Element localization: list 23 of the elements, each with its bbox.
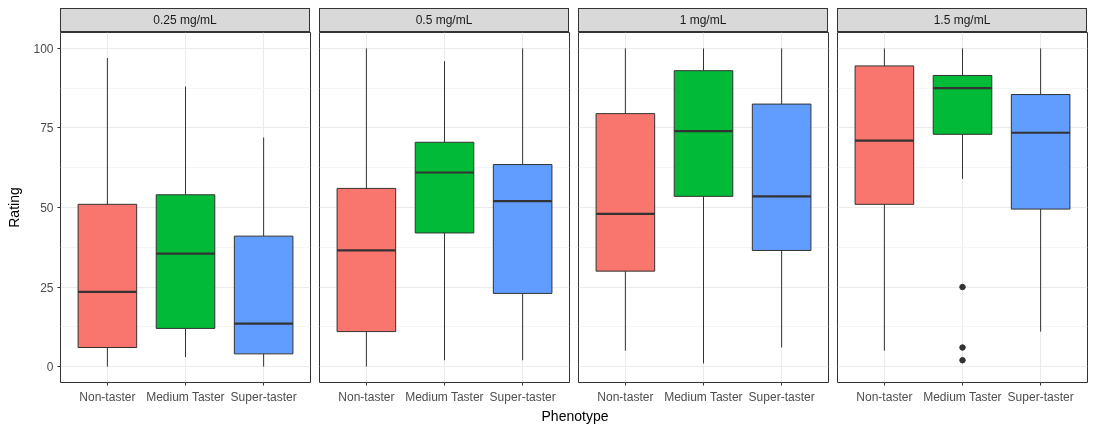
y-axis-title: Rating (6, 187, 23, 228)
x-tick-label: Non-taster (79, 389, 136, 404)
x-tick-label: Non-taster (338, 389, 395, 404)
x-tick-label: Super-taster (748, 389, 815, 404)
y-tick-label: 50 (40, 201, 54, 215)
x-tick-label: Medium Taster (664, 389, 743, 404)
y-tick-label: 0 (46, 360, 54, 375)
x-tick-label: Super-taster (1007, 389, 1074, 404)
x-tick-label: Super-taster (489, 389, 556, 404)
x-tick-label: Medium Taster (146, 389, 225, 404)
y-tick-label: 100 (33, 41, 54, 56)
x-tick-label: Medium Taster (405, 389, 484, 404)
chart-title: 1.5 mg/mL (933, 12, 991, 29)
y-tick-label: 25 (40, 280, 54, 295)
chart-title: 1 mg/mL (679, 12, 727, 29)
y-tick-label: 75 (40, 121, 54, 136)
x-axis-title: Phenotype (541, 407, 609, 425)
x-tick-label: Non-taster (856, 389, 913, 404)
chart-title: 0.25 mg/mL (153, 12, 217, 29)
x-tick-label: Non-taster (597, 389, 654, 404)
x-tick-label: Medium Taster (923, 389, 1002, 404)
x-tick-label: Super-taster (230, 389, 297, 404)
chart-title: 0.5 mg/mL (415, 12, 473, 29)
